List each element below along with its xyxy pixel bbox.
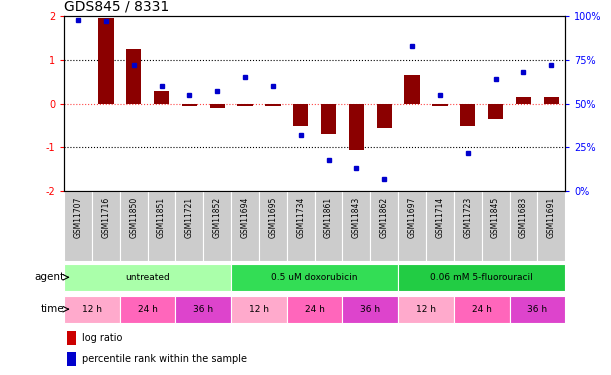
Bar (398, 296, 454, 322)
Bar (537, 191, 565, 261)
Bar (454, 191, 481, 261)
Bar (67, 331, 76, 345)
Bar (287, 296, 343, 322)
Bar (510, 191, 537, 261)
Text: agent: agent (35, 272, 65, 282)
Bar (376, 104, 392, 128)
Text: 12 h: 12 h (249, 304, 269, 313)
Text: GSM11851: GSM11851 (157, 197, 166, 238)
Bar (488, 104, 503, 119)
Bar (398, 264, 565, 291)
Text: GSM11714: GSM11714 (436, 197, 444, 238)
Bar (516, 97, 531, 104)
Bar (343, 191, 370, 261)
Bar (454, 296, 510, 322)
Text: GSM11691: GSM11691 (547, 197, 556, 238)
Bar (92, 191, 120, 261)
Text: percentile rank within the sample: percentile rank within the sample (82, 354, 247, 364)
Bar (481, 191, 510, 261)
Text: 0.5 uM doxorubicin: 0.5 uM doxorubicin (271, 273, 358, 282)
Bar (231, 296, 287, 322)
Text: 24 h: 24 h (472, 304, 492, 313)
Bar (238, 104, 253, 106)
Text: GSM11861: GSM11861 (324, 197, 333, 238)
Text: GDS845 / 8331: GDS845 / 8331 (64, 0, 169, 13)
Bar (203, 191, 231, 261)
Text: time: time (41, 304, 65, 314)
Text: GSM11845: GSM11845 (491, 197, 500, 238)
Bar (64, 296, 120, 322)
Text: GSM11695: GSM11695 (268, 197, 277, 238)
Text: GSM11850: GSM11850 (130, 197, 138, 238)
Bar (259, 191, 287, 261)
Bar (67, 352, 76, 366)
Bar (175, 296, 231, 322)
Bar (287, 191, 315, 261)
Bar (175, 191, 203, 261)
Bar (315, 191, 343, 261)
Text: 24 h: 24 h (305, 304, 324, 313)
Text: GSM11862: GSM11862 (380, 197, 389, 238)
Bar (148, 191, 175, 261)
Text: GSM11723: GSM11723 (463, 197, 472, 238)
Text: 36 h: 36 h (360, 304, 381, 313)
Bar (64, 191, 92, 261)
Bar (432, 104, 448, 106)
Text: GSM11852: GSM11852 (213, 197, 222, 238)
Bar (370, 191, 398, 261)
Text: untreated: untreated (125, 273, 170, 282)
Bar (426, 191, 454, 261)
Text: 24 h: 24 h (137, 304, 158, 313)
Bar (343, 296, 398, 322)
Bar (210, 104, 225, 108)
Bar (120, 191, 148, 261)
Text: GSM11707: GSM11707 (73, 197, 82, 238)
Text: GSM11716: GSM11716 (101, 197, 111, 238)
Text: 36 h: 36 h (193, 304, 213, 313)
Text: GSM11721: GSM11721 (185, 197, 194, 238)
Bar (460, 104, 475, 126)
Bar (321, 104, 336, 134)
Bar (154, 90, 169, 104)
Text: GSM11843: GSM11843 (352, 197, 361, 238)
Text: 12 h: 12 h (82, 304, 102, 313)
Bar (181, 104, 197, 106)
Text: GSM11694: GSM11694 (241, 197, 249, 238)
Text: GSM11734: GSM11734 (296, 197, 306, 238)
Bar (98, 18, 114, 104)
Bar (265, 104, 280, 106)
Bar (510, 296, 565, 322)
Bar (231, 264, 398, 291)
Bar (293, 104, 309, 126)
Text: 36 h: 36 h (527, 304, 547, 313)
Text: log ratio: log ratio (82, 333, 122, 343)
Bar (64, 264, 231, 291)
Text: 0.06 mM 5-fluorouracil: 0.06 mM 5-fluorouracil (430, 273, 533, 282)
Bar (398, 191, 426, 261)
Bar (126, 49, 141, 104)
Text: 12 h: 12 h (416, 304, 436, 313)
Bar (349, 104, 364, 150)
Bar (544, 97, 559, 104)
Bar (120, 296, 175, 322)
Bar (404, 75, 420, 104)
Bar (231, 191, 259, 261)
Text: GSM11697: GSM11697 (408, 197, 417, 238)
Text: GSM11683: GSM11683 (519, 197, 528, 238)
